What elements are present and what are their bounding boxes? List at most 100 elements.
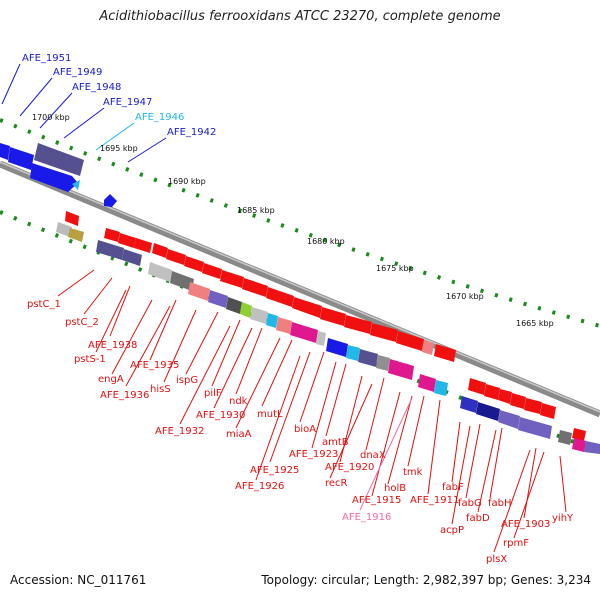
gene-block[interactable] [344, 315, 372, 334]
gene-block[interactable] [584, 441, 600, 454]
gene-label[interactable]: pstS-1 [74, 354, 106, 365]
gene-block[interactable] [276, 317, 292, 334]
gene-label[interactable]: plsX [486, 554, 507, 565]
gene-label[interactable]: pstC_2 [65, 317, 99, 328]
scale-label[interactable]: 1670 kbp [446, 292, 484, 301]
gene-block[interactable] [226, 297, 242, 314]
gene-AFE_1951[interactable] [0, 143, 10, 160]
gene-label[interactable]: ndk [229, 396, 248, 407]
gene-block[interactable] [220, 270, 244, 288]
scale-label[interactable]: 1680 kbp [307, 237, 345, 246]
gene-block[interactable] [510, 393, 526, 409]
gene-label[interactable]: holB [384, 483, 406, 494]
gene-label[interactable]: mutL [257, 409, 283, 420]
gene-label[interactable]: AFE_1936 [100, 390, 149, 401]
gene-label[interactable]: fabH [488, 498, 512, 509]
gene-block[interactable] [104, 228, 120, 242]
gene-label[interactable]: AFE_1920 [325, 462, 374, 473]
gene-AFE_1949[interactable] [8, 147, 34, 170]
gene-block[interactable] [122, 249, 142, 266]
gene-block[interactable] [118, 233, 136, 248]
scale-label[interactable]: 1665 kbp [516, 319, 554, 328]
gene-label[interactable]: AFE_1916 [342, 512, 391, 523]
gene-label[interactable]: AFE_1923 [289, 449, 338, 460]
gene-block[interactable] [184, 256, 204, 272]
gene-block[interactable] [290, 322, 318, 343]
gene-label[interactable]: pstC_1 [27, 299, 61, 310]
gene-block[interactable] [498, 389, 512, 404]
gene-label[interactable]: acpP [440, 525, 464, 536]
gene-label[interactable]: AFE_1903 [501, 519, 550, 530]
gene-block[interactable] [56, 222, 72, 237]
gene-block[interactable] [388, 359, 414, 380]
gene-block[interactable] [320, 307, 346, 326]
scale-label[interactable]: 1690 kbp [168, 177, 206, 186]
gene-block[interactable] [558, 430, 572, 445]
gene-label[interactable]: fabD [466, 513, 490, 524]
gene-AFE_1942[interactable] [104, 194, 117, 207]
gene-label[interactable]: fabG [458, 498, 482, 509]
gene-label[interactable]: AFE_1946 [135, 112, 184, 123]
gene-block[interactable] [326, 338, 348, 357]
gene-label[interactable]: AFE_1935 [130, 360, 179, 371]
gene-block[interactable] [250, 307, 268, 324]
gene-block[interactable] [418, 374, 436, 392]
gene-label[interactable]: yihY [552, 513, 574, 524]
gene-block[interactable] [572, 428, 586, 441]
gene-block[interactable] [396, 331, 424, 351]
gene-label[interactable]: AFE_1938 [88, 340, 137, 351]
gene-block[interactable] [376, 355, 390, 371]
gene-block[interactable] [65, 211, 79, 226]
gene-label[interactable]: AFE_1925 [250, 465, 299, 476]
gene-block[interactable] [434, 344, 456, 362]
gene-block[interactable] [422, 340, 434, 355]
gene-AFE_1946[interactable] [72, 180, 80, 190]
gene-AFE_1947[interactable] [30, 163, 78, 192]
gene-block[interactable] [170, 271, 194, 291]
gene-label[interactable]: fabF [442, 482, 464, 493]
gene-block[interactable] [134, 238, 152, 253]
gene-block[interactable] [148, 262, 172, 282]
scale-label[interactable]: 1675 kbp [376, 264, 414, 273]
gene-block[interactable] [292, 297, 322, 318]
gene-label[interactable]: AFE_1942 [167, 127, 216, 138]
scale-label[interactable]: 1695 kbp [100, 144, 138, 153]
gene-label[interactable]: AFE_1930 [196, 410, 245, 421]
gene-label[interactable]: AFE_1949 [53, 67, 102, 78]
gene-block[interactable] [468, 378, 486, 395]
gene-label[interactable]: dnaX [360, 450, 386, 461]
gene-label[interactable]: recR [325, 478, 348, 489]
gene-label[interactable]: AFE_1911 [410, 495, 459, 506]
gene-label[interactable]: ispG [176, 375, 198, 386]
gene-label[interactable]: AFE_1948 [72, 82, 121, 93]
gene-block[interactable] [476, 402, 500, 421]
gene-block[interactable] [370, 323, 398, 342]
gene-block[interactable] [242, 278, 268, 297]
gene-block[interactable] [166, 249, 186, 265]
gene-block[interactable] [68, 228, 84, 242]
gene-label[interactable]: AFE_1951 [22, 53, 71, 64]
gene-block[interactable] [524, 398, 542, 414]
gene-label[interactable]: tmk [403, 467, 423, 478]
gene-block[interactable] [460, 396, 478, 413]
gene-block[interactable] [266, 313, 278, 328]
gene-label[interactable]: miaA [226, 429, 252, 440]
gene-label[interactable]: hisS [150, 384, 171, 395]
gene-label[interactable]: engA [98, 374, 124, 385]
gene-block[interactable] [540, 403, 556, 419]
gene-block[interactable] [358, 349, 378, 367]
gene-label[interactable]: amtB [322, 437, 349, 448]
gene-block[interactable] [96, 240, 124, 260]
gene-block[interactable] [518, 417, 552, 439]
gene-label[interactable]: rpmF [503, 538, 529, 549]
gene-block[interactable] [346, 345, 360, 361]
gene-block[interactable] [202, 263, 222, 279]
gene-block[interactable] [208, 290, 228, 308]
gene-block[interactable] [572, 438, 586, 452]
gene-label[interactable]: AFE_1947 [103, 97, 152, 108]
gene-AFE_1948[interactable] [34, 143, 84, 176]
gene-block[interactable] [188, 282, 210, 301]
gene-block[interactable] [484, 384, 500, 400]
gene-block[interactable] [316, 331, 326, 346]
gene-block[interactable] [152, 243, 168, 258]
